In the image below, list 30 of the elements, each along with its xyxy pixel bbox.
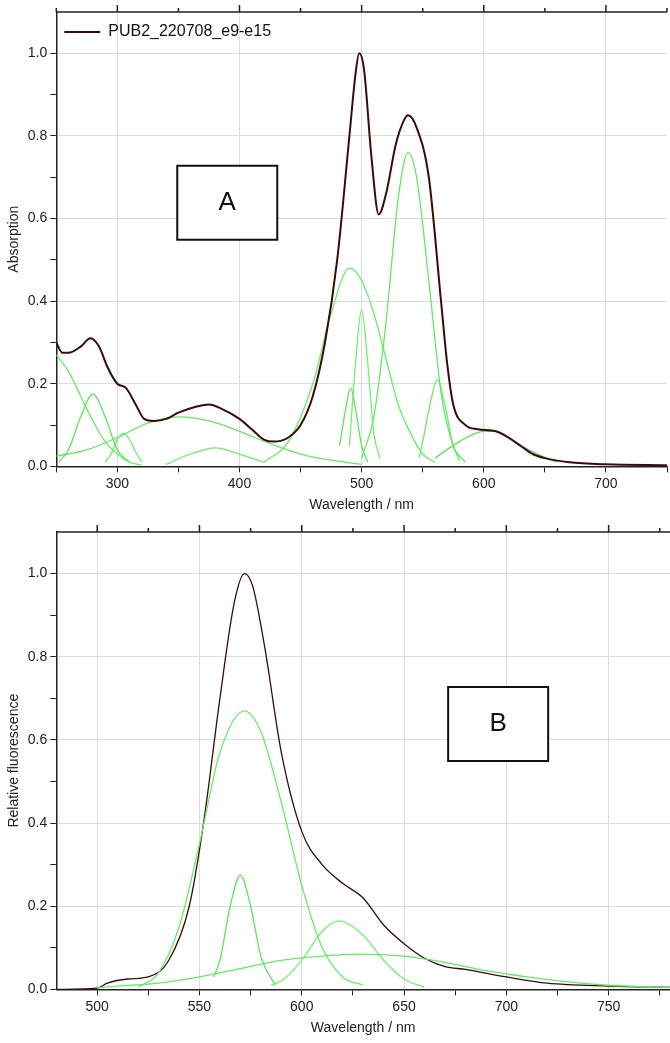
x-tick-label: 750 — [596, 997, 621, 1014]
x-tick-label: 600 — [472, 474, 496, 491]
y-tick-label: 0.4 — [27, 292, 48, 309]
x-tick-label: 650 — [392, 997, 416, 1014]
y-tick-label: 0.8 — [27, 126, 48, 143]
y-tick-label: 0.0 — [27, 457, 48, 474]
y-axis-title: Relative fluorescence — [5, 693, 22, 828]
x-tick-label: 300 — [105, 474, 130, 491]
y-tick-label: 0.6 — [27, 730, 48, 747]
x-axis-title: Wavelength / nm — [310, 1019, 416, 1036]
y-tick-label: 0.2 — [27, 897, 48, 914]
y-tick-label: 1.0 — [27, 564, 48, 581]
y-tick-label: 0.4 — [27, 813, 48, 830]
annotation: B — [489, 707, 507, 738]
y-tick-label: 1.0 — [27, 44, 48, 61]
x-tick-label: 700 — [594, 474, 618, 491]
x-tick-label: 400 — [227, 474, 252, 491]
x-tick-label: 600 — [290, 997, 314, 1014]
legend-label: PUB2_220708_e9-e15 — [108, 22, 272, 41]
x-tick-label: 700 — [494, 997, 519, 1014]
y-tick-label: 0.8 — [27, 647, 48, 664]
x-tick-label: 550 — [187, 997, 212, 1014]
y-tick-label: 0.2 — [27, 374, 48, 391]
x-tick-label: 500 — [349, 474, 374, 491]
y-tick-label: 0.0 — [27, 980, 48, 997]
y-axis-title: Absorption — [5, 205, 22, 273]
x-tick-label: 500 — [85, 997, 110, 1014]
annotation: A — [218, 186, 237, 217]
x-axis-title: Wavelength / nm — [309, 496, 414, 513]
y-tick-label: 0.6 — [27, 209, 48, 226]
